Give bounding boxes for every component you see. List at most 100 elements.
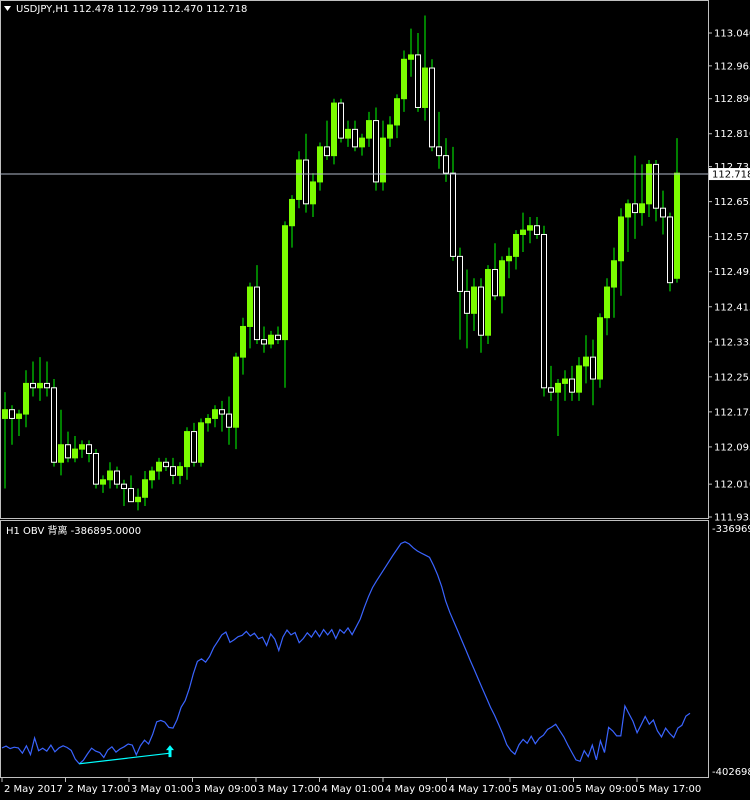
- candle-body-up: [149, 470, 155, 481]
- candle-body-up: [611, 260, 617, 288]
- candle-body-up: [58, 444, 64, 463]
- price-tick-label: 112.890: [714, 94, 750, 105]
- price-tick-label: 113.040: [714, 29, 750, 40]
- candle-body-up: [527, 225, 533, 231]
- candle-body-down: [653, 163, 659, 209]
- candle-body-down: [443, 155, 449, 174]
- candle-body-up: [72, 448, 78, 459]
- candle-body-up: [16, 413, 22, 419]
- candle-body-down: [219, 409, 225, 415]
- time-tick-label: 5 May 01:00: [512, 784, 574, 795]
- candle-body-up: [520, 229, 526, 235]
- time-tick-label: 2 May 17:00: [68, 784, 130, 795]
- candle-body-down: [373, 120, 379, 183]
- price-pane[interactable]: USDJPY,H1 112.478 112.799 112.470 112.71…: [0, 0, 709, 519]
- candle-body-up: [499, 260, 505, 297]
- price-tick-label: 112.655: [714, 197, 750, 208]
- candles-group: [2, 15, 680, 511]
- candle-body-up: [79, 444, 85, 450]
- candle-body-down: [121, 483, 127, 490]
- candle-body-down: [541, 233, 547, 389]
- obv-pane-frame: [0, 520, 709, 778]
- candle-body-down: [338, 102, 344, 139]
- candle-body-up: [422, 67, 428, 108]
- price-axis: 113.040 112.965 112.890 112.810 112.735 112.6…: [708, 29, 750, 524]
- price-tick-label: 112.735: [714, 162, 750, 173]
- candle-body-up: [513, 233, 519, 257]
- candle-body-up: [317, 146, 323, 183]
- time-axis: 2 May 2017 2 May 17:00 3 May 01:00 3 May 09…: [1, 778, 701, 795]
- candle-body-down: [170, 466, 176, 476]
- candle-body-down: [457, 255, 463, 292]
- candle-body-up: [387, 124, 393, 139]
- candle-body-up: [247, 286, 253, 327]
- candle-body-up: [205, 417, 211, 424]
- candle-body-up: [156, 461, 162, 472]
- obv-header: H1 OBV 背离 -386895.0000: [6, 524, 141, 537]
- candle-body-up: [576, 365, 582, 393]
- time-tick-label: 3 May 09:00: [195, 784, 257, 795]
- candle-body-down: [324, 146, 330, 157]
- symbol-header: USDJPY,H1 112.478 112.799 112.470 112.71…: [16, 4, 247, 15]
- time-tick-label: 4 May 01:00: [322, 784, 384, 795]
- candle-body-down: [534, 225, 540, 235]
- candle-body-up: [618, 216, 624, 262]
- price-tick-label: 112.255: [714, 372, 750, 383]
- candle-body-down: [548, 387, 554, 393]
- candle-body-down: [352, 128, 358, 148]
- candle-body-down: [44, 382, 50, 389]
- candle-body-up: [331, 102, 337, 157]
- candle-body-up: [625, 203, 631, 218]
- candle-body-down: [303, 159, 309, 205]
- candle-body-up: [674, 172, 680, 279]
- candle-body-down: [9, 409, 15, 419]
- candle-body-up: [471, 286, 477, 314]
- price-tick-label: 112.575: [714, 232, 750, 243]
- price-tick-label: 111.935: [714, 513, 750, 524]
- candle-body-up: [2, 409, 8, 419]
- candle-body-down: [450, 172, 456, 257]
- candle-body-up: [394, 98, 400, 126]
- candle-body-up: [135, 496, 141, 503]
- candle-body-up: [506, 255, 512, 262]
- candle-body-up: [646, 163, 652, 205]
- candle-body-up: [268, 334, 274, 345]
- candle-body-up: [142, 479, 148, 498]
- candle-body-up: [604, 286, 610, 319]
- candle-body-down: [667, 216, 673, 284]
- candle-body-up: [240, 325, 246, 358]
- candle-body-up: [177, 466, 183, 476]
- time-tick-label: 3 May 17:00: [258, 784, 320, 795]
- price-tick-label: 112.175: [714, 407, 750, 418]
- price-tick-label: 112.010: [714, 480, 750, 491]
- candle-body-up: [597, 317, 603, 380]
- candle-body-up: [289, 198, 295, 227]
- candle-body-up: [562, 378, 568, 384]
- time-tick-label: 5 May 17:00: [639, 784, 701, 795]
- time-tick-label: 2 May 2017: [4, 784, 63, 795]
- obv-pane[interactable]: H1 OBV 背离 -386895.0000: [0, 520, 709, 778]
- candle-body-up: [485, 269, 491, 336]
- current-price-label: 112.718: [712, 170, 750, 181]
- candle-body-up: [23, 382, 29, 415]
- current-price-tag: 112.718: [709, 168, 750, 181]
- price-tick-label: 112.965: [714, 61, 750, 72]
- obv-tick-label: -402698.7: [712, 767, 750, 778]
- candle-body-down: [51, 387, 57, 463]
- candle-body-up: [555, 382, 561, 393]
- candle-body-down: [93, 452, 99, 485]
- candle-body-down: [261, 339, 267, 345]
- candle-body-up: [639, 203, 645, 214]
- candle-body-up: [296, 159, 302, 200]
- symbol-menu-triangle-icon[interactable]: [4, 6, 11, 11]
- candle-body-down: [226, 413, 232, 428]
- time-tick-label: 4 May 17:00: [449, 784, 511, 795]
- candle-body-down: [632, 203, 638, 214]
- time-tick-label: 3 May 01:00: [131, 784, 193, 795]
- candle-body-down: [86, 444, 92, 454]
- arrow-up-icon: [166, 745, 174, 758]
- candle-body-up: [233, 356, 239, 428]
- candle-body-down: [415, 54, 421, 108]
